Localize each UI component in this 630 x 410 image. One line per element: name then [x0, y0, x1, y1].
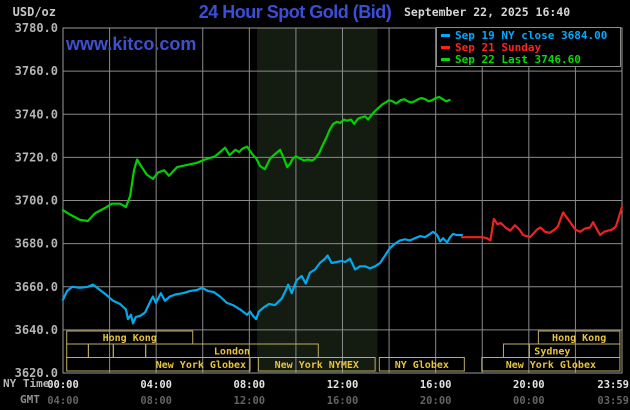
- y-tick-label: 3640.0: [15, 323, 58, 337]
- legend-entry-label: Sep 21 Sunday: [455, 40, 542, 54]
- y-tick-label: 3720.0: [15, 150, 58, 164]
- legend-entry-sunday: Sep 21 Sunday: [441, 40, 620, 54]
- x-tick-label-gmt: 04:00: [47, 395, 79, 407]
- session-box: [66, 343, 89, 358]
- legend-entry-last: Sep 22 Last 3746.60: [441, 52, 620, 66]
- y-tick-label: 3660.0: [15, 280, 58, 294]
- session-label: London: [214, 347, 250, 358]
- x-tick-label-ny: 20:00: [513, 379, 545, 391]
- session-box: [481, 357, 621, 372]
- green-series-dash-icon: [441, 57, 450, 61]
- y-tick-label: 3680.0: [15, 237, 58, 251]
- session-label: Sydney: [534, 347, 570, 358]
- x-tick-label-gmt: 20:00: [420, 395, 452, 407]
- x-tick-label-gmt: 00:00: [513, 395, 545, 407]
- x-tick-label-gmt: 03:59: [597, 395, 629, 407]
- plot-border: [62, 27, 623, 374]
- legend-entry-label: Sep 19 NY close 3684.00: [455, 28, 608, 42]
- session-label: Hong Kong: [552, 333, 606, 344]
- x-tick-label-gmt: 16:00: [327, 395, 359, 407]
- page-title: 24 Hour Spot Gold (Bid): [198, 2, 392, 22]
- session-box: [112, 343, 147, 358]
- session-box: [378, 357, 465, 372]
- x-tick-label-gmt: 08:00: [140, 395, 172, 407]
- x-tick-label-ny: 08:00: [234, 379, 266, 391]
- ny-time-axis-label: NY Time: [3, 377, 50, 390]
- session-box: [66, 357, 251, 372]
- legend-entry-label: Sep 22 Last 3746.60: [455, 52, 581, 66]
- session-label: New York Globex: [506, 360, 596, 371]
- session-box: [257, 357, 376, 372]
- session-label: New York Globex: [156, 360, 246, 371]
- series-line-2: [460, 205, 624, 242]
- session-label: Hong Kong: [103, 333, 157, 344]
- series-line-1: [61, 230, 464, 325]
- legend-box: Sep 19 NY close 3684.00 Sep 21 Sunday Se…: [436, 27, 621, 67]
- series-line-0: [61, 95, 451, 223]
- datetime-label: September 22, 2025 16:40: [404, 5, 571, 19]
- session-label: New York NYMEX: [275, 360, 359, 371]
- x-tick-label-gmt: 12:00: [234, 395, 266, 407]
- x-tick-label-ny: 04:00: [140, 379, 172, 391]
- y-tick-label: 3780.0: [15, 21, 58, 35]
- session-label: NY Globex: [395, 360, 449, 371]
- cyan-series-dash-icon: [441, 33, 450, 37]
- y-tick-label: 3740.0: [15, 107, 58, 121]
- legend-entry-friday-close: Sep 19 NY close 3684.00: [441, 28, 620, 42]
- gmt-axis-label: GMT: [20, 393, 40, 406]
- kitco-watermark-link: www.kitco.com: [66, 34, 197, 54]
- y-tick-label: 3760.0: [15, 64, 58, 78]
- y-axis-unit-label: USD/oz: [12, 5, 56, 19]
- x-tick-label-ny: 00:00: [47, 379, 79, 391]
- y-tick-label: 3620.0: [15, 366, 58, 380]
- y-tick-label: 3700.0: [15, 194, 58, 208]
- x-tick-label-ny: 12:00: [327, 379, 359, 391]
- x-tick-label-ny: 16:00: [420, 379, 452, 391]
- session-box: [502, 343, 530, 358]
- x-tick-label-ny: 23:59: [597, 379, 629, 391]
- red-series-dash-icon: [441, 45, 450, 49]
